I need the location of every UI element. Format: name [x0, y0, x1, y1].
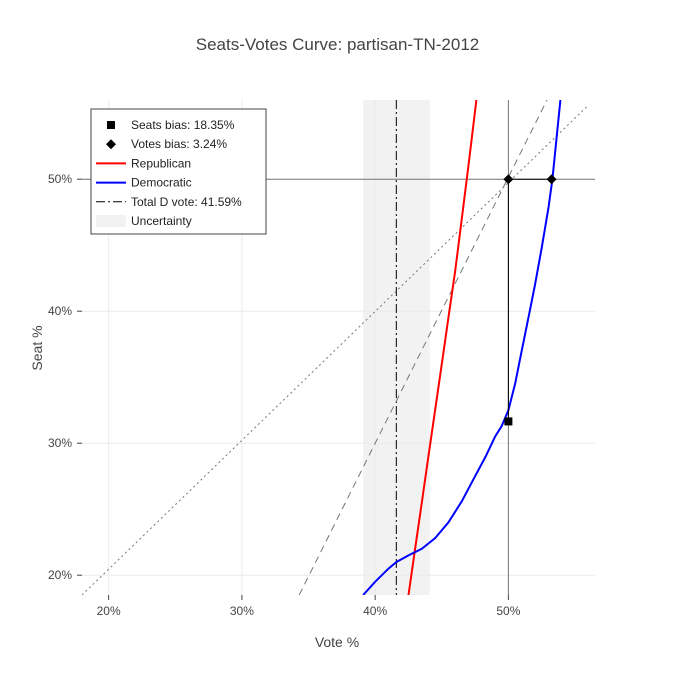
legend-item-label: Democratic — [131, 176, 192, 190]
y-tick-label: 40% — [48, 304, 72, 318]
votes-bias-marker — [546, 174, 557, 185]
chart-title: Seats-Votes Curve: partisan-TN-2012 — [196, 35, 479, 54]
republican-curve — [407, 100, 478, 595]
y-axis-title: Seat % — [29, 325, 45, 370]
legend-item-label: Total D vote: 41.59% — [131, 195, 242, 209]
legend-item-label: Seats bias: 18.35% — [131, 118, 235, 132]
legend-item-label: Votes bias: 3.24% — [131, 137, 227, 151]
legend-box — [90, 108, 267, 235]
y-tick-label: 50% — [48, 172, 72, 186]
legend: Seats bias: 18.35% Votes bias: 3.24% Repub… — [90, 108, 267, 235]
y-tick-label: 20% — [48, 568, 72, 582]
legend-square-icon — [107, 121, 115, 129]
x-tick-label: 40% — [363, 604, 387, 618]
x-axis-title: Vote % — [315, 634, 359, 650]
x-tick-label: 20% — [97, 604, 121, 618]
legend-item-label: Republican — [131, 156, 191, 170]
y-tick-label: 30% — [48, 436, 72, 450]
x-tick-label: 30% — [230, 604, 254, 618]
legend-item-label: Uncertainty — [131, 214, 192, 228]
democratic-curve — [362, 100, 562, 595]
votes-bias-marker — [503, 174, 514, 185]
symmetry-reference-line — [298, 100, 548, 595]
legend-diamond-icon — [106, 139, 116, 150]
seats-bias-marker — [504, 417, 513, 426]
plot-area: 20% 30% 40% 50% 20% 30% 40% 50% — [48, 100, 595, 618]
x-tick-label: 50% — [496, 604, 520, 618]
legend-band-icon — [96, 215, 126, 227]
